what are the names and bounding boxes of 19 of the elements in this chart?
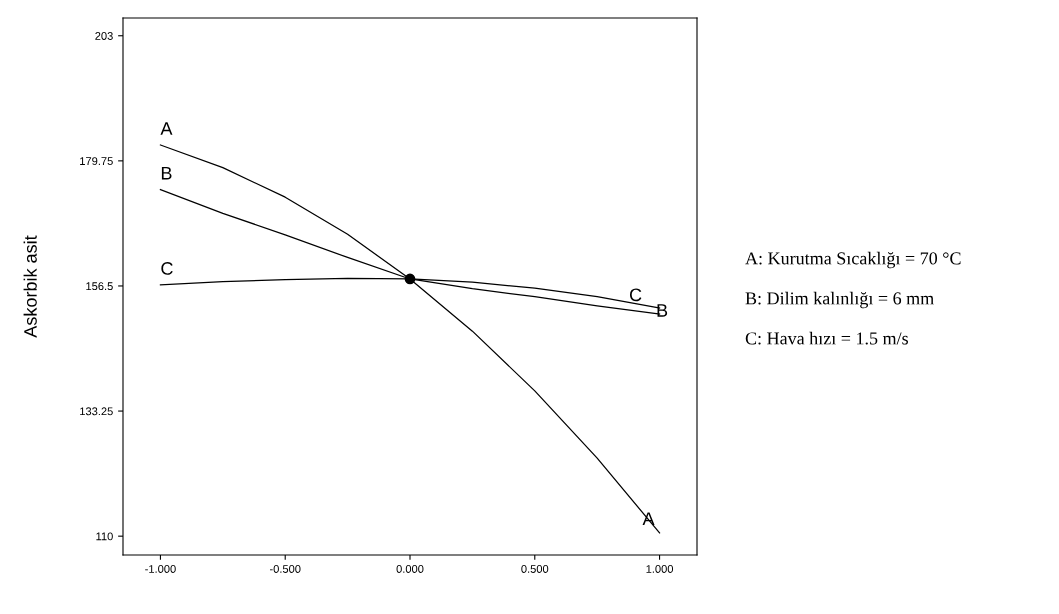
y-tick-label: 133.25 [80,407,113,416]
text: C: Hava hızı = 1.5 m/s [745,331,908,345]
text: C [161,262,173,275]
text: A [160,122,173,135]
text: A: Kurutma Sıcaklığı = 70 °C [745,251,961,269]
y-tick-label: 110 [96,532,113,541]
x-tick-label: -0.500 [269,565,301,573]
series-label: C [629,288,642,302]
x-tick-label: 0.000 [396,565,424,573]
y-tick-label: 179.75 [80,157,113,165]
x-tick-label: -1.000 [145,565,176,573]
series-label: B [657,304,668,317]
y-tick-label: 203 [95,32,113,40]
y-axis-title: Askorbik asit [23,235,37,338]
y-tick-label: 156.5 [86,282,113,291]
text: B: Dilim kalınlığı = 6 mm [745,291,934,309]
x-tick-label: 0.500 [521,565,549,573]
x-tick-label: 1.000 [646,565,674,573]
text: B [161,167,172,180]
